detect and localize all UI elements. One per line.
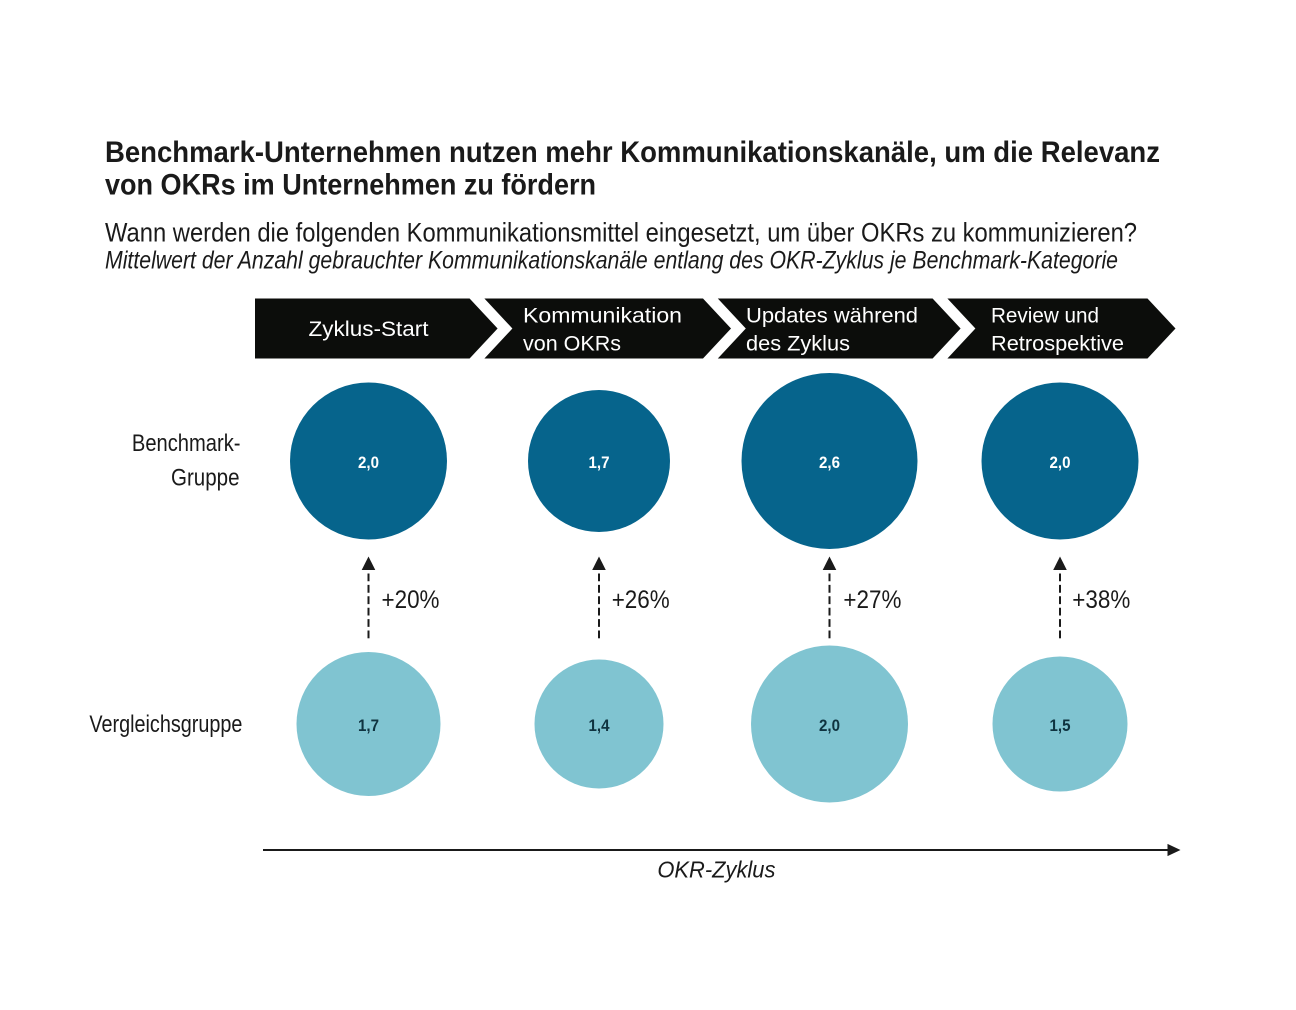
svg-text:Gruppe: Gruppe (171, 464, 240, 491)
svg-text:2,0: 2,0 (819, 716, 840, 735)
svg-text:von OKRs im Unternehmen zu för: von OKRs im Unternehmen zu fördern (105, 169, 596, 202)
svg-text:OKR-Zyklus: OKR-Zyklus (657, 856, 775, 882)
svg-text:Review und: Review und (991, 305, 1099, 328)
svg-text:+27%: +27% (843, 586, 901, 614)
svg-text:Zyklus-Start: Zyklus-Start (309, 318, 429, 341)
svg-text:1,7: 1,7 (589, 453, 610, 472)
svg-text:1,7: 1,7 (358, 716, 379, 735)
svg-text:Benchmark-: Benchmark- (132, 430, 241, 457)
svg-text:2,6: 2,6 (819, 453, 840, 472)
svg-text:+20%: +20% (382, 586, 440, 614)
svg-text:1,4: 1,4 (589, 716, 610, 735)
svg-text:Kommunikation: Kommunikation (523, 305, 682, 328)
svg-text:2,0: 2,0 (358, 453, 379, 472)
svg-text:des Zyklus: des Zyklus (746, 332, 850, 355)
svg-text:Mittelwert der Anzahl gebrauch: Mittelwert der Anzahl gebrauchter Kommun… (105, 246, 1118, 274)
svg-text:Updates während: Updates während (746, 305, 918, 328)
svg-text:1,5: 1,5 (1050, 716, 1071, 735)
svg-text:Retrospektive: Retrospektive (991, 332, 1124, 355)
svg-text:Wann werden die folgenden Komm: Wann werden die folgenden Kommunikations… (105, 217, 1137, 247)
svg-text:Benchmark-Unternehmen nutzen m: Benchmark-Unternehmen nutzen mehr Kommun… (105, 136, 1160, 169)
svg-text:von OKRs: von OKRs (523, 332, 621, 355)
svg-text:2,0: 2,0 (1050, 453, 1071, 472)
svg-text:+26%: +26% (612, 586, 670, 614)
svg-text:+38%: +38% (1072, 586, 1130, 614)
svg-text:Vergleichsgruppe: Vergleichsgruppe (89, 711, 242, 738)
